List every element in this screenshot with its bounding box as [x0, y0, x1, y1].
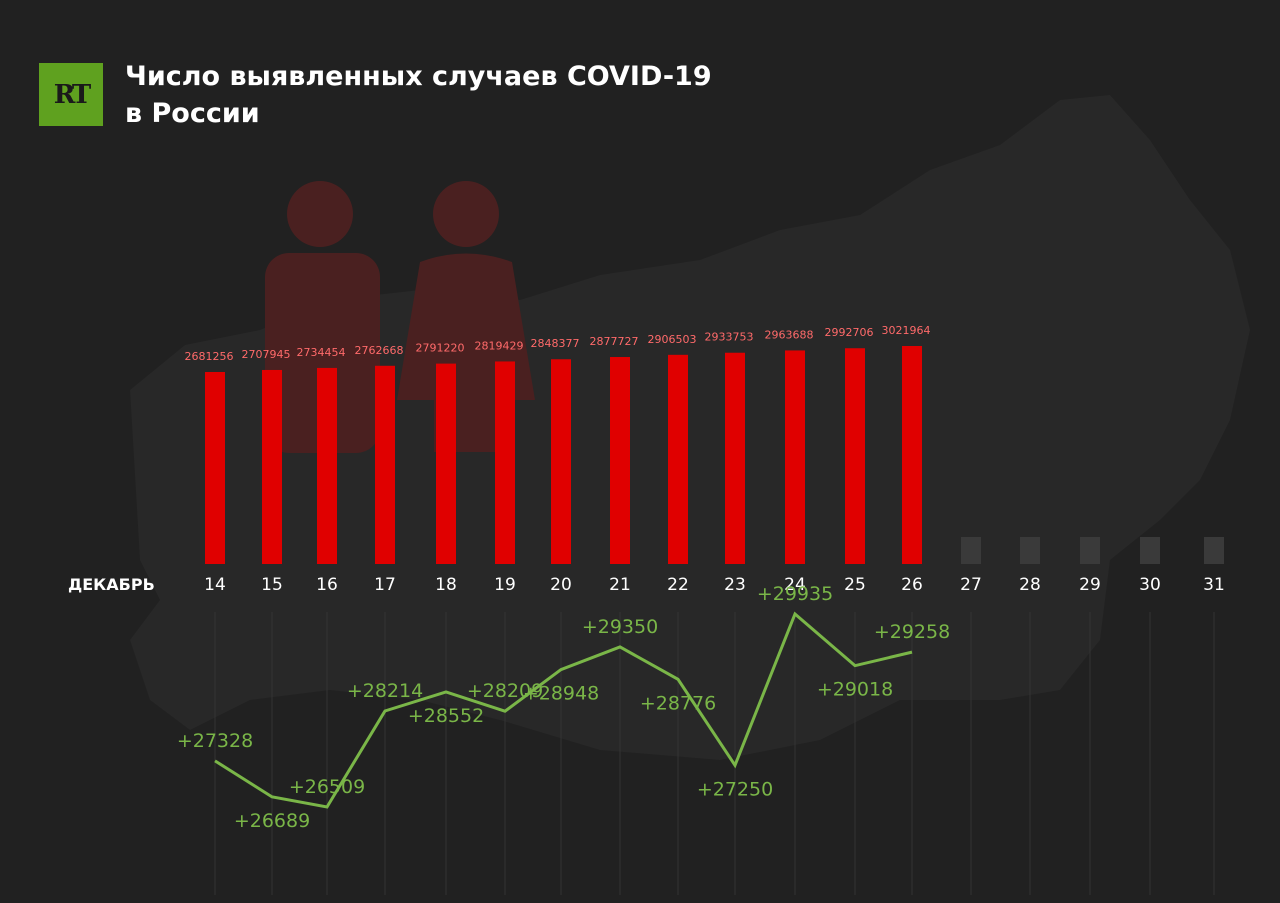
- line-value-label: +29018: [817, 679, 893, 701]
- bar-value-label: 2933753: [705, 331, 754, 344]
- bar-value-label: 2992706: [825, 326, 874, 339]
- bar: [495, 361, 515, 564]
- bar-series: [205, 346, 1224, 564]
- line-value-label: +28209: [467, 680, 543, 702]
- x-tick-label: 31: [1203, 575, 1225, 595]
- line-value-label: +26509: [289, 776, 365, 798]
- bar: [785, 350, 805, 564]
- bar-value-label: 2877727: [590, 335, 639, 348]
- page-title: Число выявленных случаев COVID-19 в Росс…: [125, 58, 712, 132]
- line-value-label: +29258: [874, 621, 950, 643]
- x-tick-label: 15: [261, 575, 283, 595]
- bar: [610, 357, 630, 564]
- x-tick-label: 18: [435, 575, 457, 595]
- x-tick-label: 29: [1079, 575, 1101, 595]
- bar: [436, 363, 456, 564]
- x-tick-label: 20: [550, 575, 572, 595]
- person-head: [433, 181, 499, 247]
- person-body: [397, 253, 535, 452]
- x-axis-title: ДЕКАБРЬ: [68, 575, 155, 594]
- line-value-label: +26689: [234, 810, 310, 832]
- bar: [317, 367, 337, 564]
- x-tick-label: 30: [1139, 575, 1161, 595]
- line-value-label: +27328: [177, 730, 253, 752]
- bar-value-label: 2734454: [297, 346, 346, 359]
- bar: [902, 346, 922, 564]
- title-line-2: в России: [125, 98, 260, 129]
- x-tick-label: 23: [724, 575, 746, 595]
- bar-value-label: 2848377: [531, 337, 580, 350]
- x-tick-label: 22: [667, 575, 689, 595]
- bar-value-label: 2791220: [416, 342, 465, 355]
- x-tick-label: 17: [374, 575, 396, 595]
- x-tick-label: 19: [494, 575, 516, 595]
- bar: [725, 352, 745, 564]
- person-body: [265, 253, 380, 453]
- bar: [262, 369, 282, 564]
- bar-placeholder: [1140, 537, 1160, 564]
- bar-placeholder: [1204, 537, 1224, 564]
- bar-value-label: 2762668: [355, 344, 404, 357]
- bar-placeholder: [1020, 537, 1040, 564]
- bar-value-label: 2906503: [648, 333, 697, 346]
- people-silhouettes: [265, 181, 535, 453]
- map-landmass: [130, 95, 1250, 760]
- x-tick-label: 21: [609, 575, 631, 595]
- bar-placeholder: [1080, 537, 1100, 564]
- line-value-label: +28214: [347, 680, 423, 702]
- x-tick-label: 26: [901, 575, 923, 595]
- bar: [375, 365, 395, 564]
- x-tick-label: 24: [784, 575, 806, 595]
- bar: [668, 354, 688, 564]
- rt-logo-text: RT: [53, 79, 91, 110]
- x-tick-label: 28: [1019, 575, 1041, 595]
- line-value-label: +27250: [697, 778, 773, 800]
- bar-value-label: 2963688: [765, 328, 814, 341]
- bar: [205, 372, 225, 564]
- bar-placeholder: [961, 537, 981, 564]
- x-tick-label: 16: [316, 575, 338, 595]
- bar-value-label: 3021964: [882, 324, 931, 337]
- rt-logo: RT: [39, 63, 103, 126]
- line-path: [214, 611, 913, 809]
- bar-value-labels: 2681256 2707945 2734454 2762668 2791220 28194…: [185, 324, 931, 363]
- line-value-label: +28948: [523, 683, 599, 705]
- x-tick-label: 14: [204, 575, 226, 595]
- daily-increase-series: +27328 +26689 +26509 +28214 +28552 +28209+289…: [177, 583, 950, 832]
- line-value-label: +29350: [582, 616, 658, 638]
- bar: [845, 348, 865, 564]
- title-line-1: Число выявленных случаев COVID-19: [125, 61, 712, 92]
- x-tick-label: 25: [844, 575, 866, 595]
- bar-value-label: 2681256: [185, 350, 234, 363]
- x-axis: ДЕКАБРЬ 14 15 16 17 18 19 20 21 22 23 24 25 26 27 28 29 3…: [68, 575, 1225, 595]
- line-value-label: +29935: [757, 583, 833, 605]
- gridlines: [214, 612, 1215, 895]
- bar-value-label: 2819429: [475, 339, 524, 352]
- x-tick-label: 27: [960, 575, 982, 595]
- person-head: [287, 181, 353, 247]
- bar-value-label: 2707945: [242, 348, 291, 361]
- background-map: [130, 95, 1250, 760]
- line-value-label: +28552: [408, 705, 484, 727]
- line-value-label: +28776: [640, 692, 716, 714]
- bar: [551, 359, 571, 564]
